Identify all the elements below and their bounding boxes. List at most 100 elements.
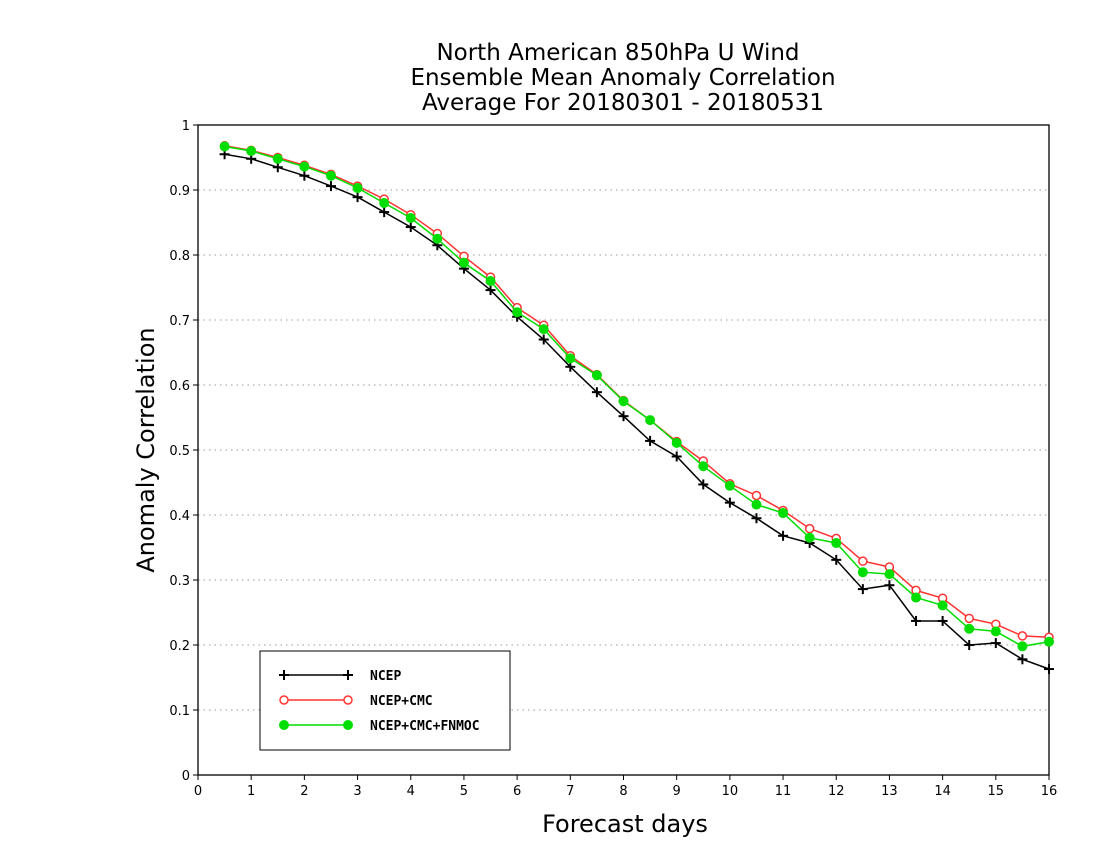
data-point — [485, 276, 496, 286]
data-point — [512, 307, 523, 318]
y-tick-label: 0.4 — [169, 509, 190, 524]
legend-item: NCEP+CMC — [279, 694, 433, 709]
series-line — [224, 153, 1050, 670]
x-tick-label: 9 — [673, 784, 681, 799]
gridlines — [198, 189, 1049, 711]
data-point — [246, 146, 257, 156]
data-point — [405, 212, 416, 223]
data-point — [618, 411, 629, 422]
data-point — [645, 435, 656, 446]
data-point — [911, 592, 922, 603]
data-point — [911, 615, 922, 626]
x-tick-label: 14 — [934, 784, 951, 799]
data-point — [724, 497, 735, 508]
data-point — [565, 361, 576, 372]
data-point — [857, 584, 868, 595]
data-point — [831, 554, 842, 565]
y-axis-title: Anomaly Correlation — [132, 327, 160, 572]
x-tick-label: 6 — [513, 784, 521, 799]
series-ncep-cmc-fnmoc — [219, 141, 1054, 652]
data-point — [432, 233, 443, 244]
legend-label: NCEP+CMC — [370, 694, 433, 709]
data-point — [379, 198, 390, 208]
data-point — [485, 285, 496, 296]
y-tick-label: 0.1 — [169, 704, 190, 719]
y-tick-label: 0.7 — [169, 314, 190, 329]
data-point — [405, 222, 416, 233]
data-point — [671, 451, 682, 462]
data-point — [618, 396, 629, 407]
data-point — [964, 640, 975, 650]
x-tick-label: 1 — [247, 784, 255, 799]
y-tick-label: 0.8 — [169, 249, 190, 264]
data-point — [804, 532, 815, 543]
data-point — [778, 530, 789, 541]
data-point — [645, 415, 656, 426]
data-point — [778, 508, 789, 519]
data-point — [698, 479, 709, 490]
series-line — [224, 145, 1050, 638]
legend-marker — [343, 670, 353, 680]
legend-item: NCEP+CMC+FNMOC — [279, 719, 480, 734]
data-point — [937, 615, 948, 626]
title-line-3: Average For 20180301 - 20180531 — [422, 90, 824, 116]
data-point — [299, 161, 310, 172]
data-point — [1044, 664, 1054, 675]
data-point — [352, 183, 363, 194]
x-tick-label: 3 — [353, 784, 361, 799]
x-axis: 0 1 2 3 4 5 6 7 8 9 10 11 12 13 14 15 16 — [194, 775, 1057, 799]
data-point — [990, 626, 1001, 637]
data-point — [272, 153, 283, 164]
series-layer — [219, 141, 1054, 675]
data-point — [751, 490, 762, 501]
series-ncep — [219, 149, 1054, 675]
x-tick-label: 0 — [194, 784, 202, 799]
y-tick-label: 0.6 — [169, 379, 190, 394]
title-line-2: Ensemble Mean Anomaly Correlation — [410, 65, 835, 91]
x-tick-label: 16 — [1041, 784, 1058, 799]
y-tick-label: 0.3 — [169, 574, 190, 589]
data-point — [884, 569, 895, 580]
data-point — [1044, 636, 1054, 647]
data-point — [1017, 654, 1028, 665]
data-point — [858, 556, 868, 566]
data-point — [299, 170, 310, 181]
data-point — [751, 499, 762, 510]
data-point — [698, 461, 709, 472]
data-point — [831, 537, 842, 548]
legend-label: NCEP+CMC+FNMOC — [370, 719, 480, 734]
data-point — [857, 567, 868, 578]
chart-title: North American 850hPa U Wind Ensemble Me… — [410, 40, 835, 116]
data-point — [458, 257, 469, 268]
series-ncep-cmc — [219, 141, 1054, 642]
data-point — [565, 353, 576, 364]
y-tick-label: 0.5 — [169, 444, 190, 459]
title-line-1: North American 850hPa U Wind — [436, 40, 799, 66]
series-line — [224, 145, 1050, 648]
x-tick-label: 10 — [722, 784, 739, 799]
y-tick-label: 0.2 — [169, 639, 190, 654]
x-tick-label: 13 — [881, 784, 898, 799]
legend-marker — [343, 695, 353, 705]
data-point — [538, 324, 549, 335]
legend-marker — [343, 720, 353, 730]
data-point — [538, 334, 549, 345]
x-tick-label: 2 — [300, 784, 308, 799]
x-tick-label: 4 — [407, 784, 415, 799]
x-tick-label: 7 — [566, 784, 574, 799]
data-point — [671, 437, 682, 448]
data-point — [352, 192, 363, 203]
x-tick-label: 11 — [775, 784, 792, 799]
x-axis-title: Forecast days — [542, 810, 708, 838]
x-tick-label: 12 — [828, 784, 845, 799]
data-point — [937, 600, 948, 611]
y-axis: 0 0.1 0.2 0.3 0.4 0.5 0.6 0.7 0.8 0.9 1 — [169, 119, 198, 784]
data-point — [964, 623, 975, 634]
data-point — [379, 207, 390, 218]
x-tick-label: 8 — [619, 784, 627, 799]
legend: NCEP NCEP+CMC NCEP+CMC+FNMOC — [259, 650, 511, 751]
x-tick-label: 5 — [460, 784, 468, 799]
y-tick-label: 1 — [182, 119, 190, 134]
legend-label: NCEP — [370, 669, 401, 684]
